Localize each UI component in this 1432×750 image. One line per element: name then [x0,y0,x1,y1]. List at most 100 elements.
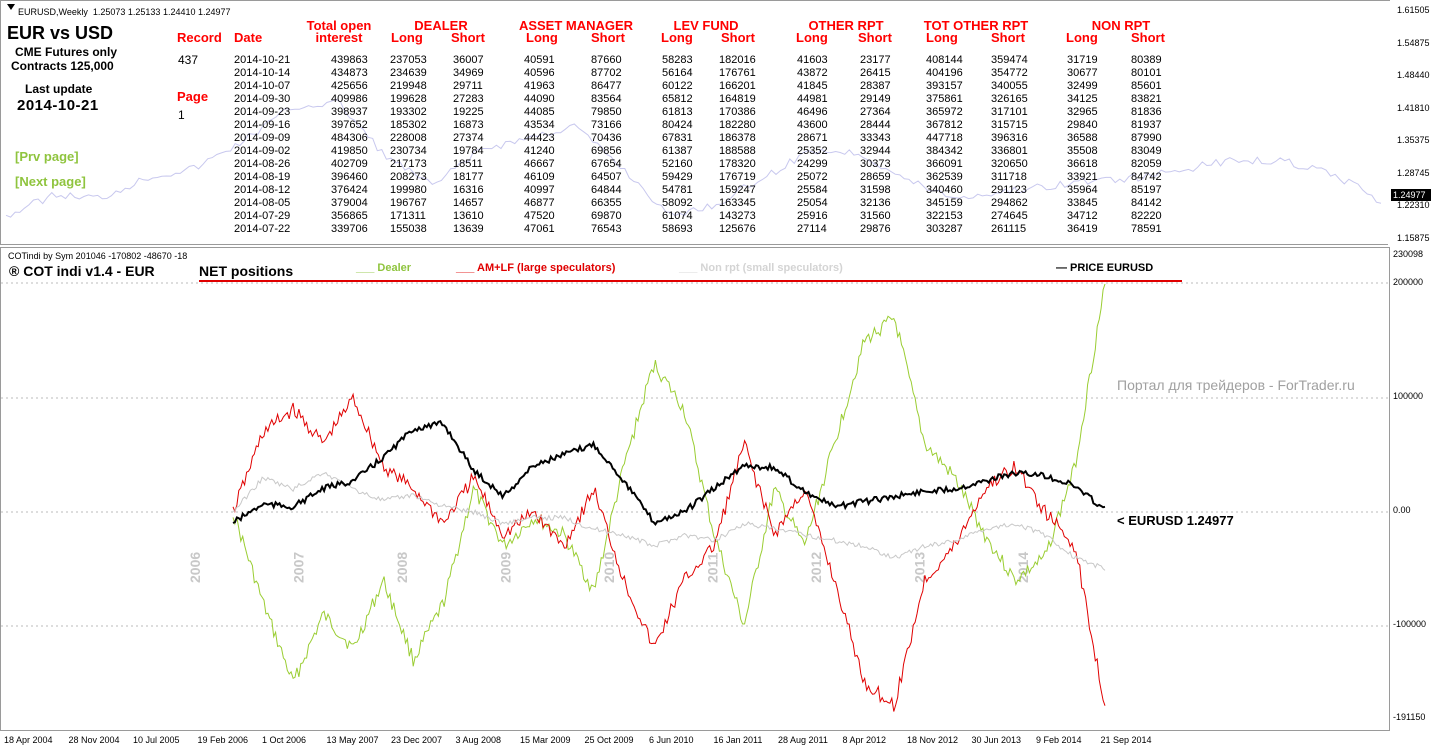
right-price-axis[interactable]: 1.61505 1.54875 1.48440 1.41810 1.35375 1.287… [1390,0,1432,731]
table-cell: 41240 [524,145,555,157]
time-axis[interactable]: 18 Apr 2004 28 Nov 2004 10 Jul 2005 19 Feb … [0,731,1390,750]
price-chart-pane[interactable]: EURUSD,Weekly 1.25073 1.25133 1.24410 1.… [0,0,1391,246]
table-cell: 261115 [991,223,1027,235]
header-interest: interest [315,30,363,45]
table-cell-date: 2014-08-26 [234,158,291,170]
table-cell: 35508 [1067,145,1098,157]
table-cell: 366091 [926,158,963,170]
table-cell: 339706 [331,223,368,235]
table-cell: 484306 [331,132,368,144]
legend-amlf: ___ AM+LF (large speculators) [456,262,616,274]
table-cell: 186378 [719,132,756,144]
table-cell: 317101 [991,106,1028,118]
table-cell: 384342 [926,145,963,157]
table-cell: 46667 [524,158,555,170]
table-cell: 36419 [1067,223,1098,235]
net-positions-label: NET positions [199,263,294,279]
next-page-link[interactable]: [Next page] [15,174,86,189]
table-cell: 35964 [1067,184,1098,196]
year-label: 2013 [912,552,928,583]
time-tick-label: 28 Nov 2004 [68,735,120,745]
table-cell: 79850 [591,106,622,118]
long-header: Long [926,30,958,45]
table-cell: 33921 [1067,171,1098,183]
table-cell: 58693 [662,223,693,235]
table-cell: 69856 [591,145,622,157]
table-cell: 176719 [719,171,756,183]
table-cell: 398937 [331,106,368,118]
indicator-tick-label: 200000 [1393,277,1424,287]
table-cell: 294862 [991,197,1028,209]
price-tick-label: 1.48440 [1397,70,1430,80]
table-cell-date: 2014-08-12 [234,184,291,196]
table-cell: 143273 [719,210,756,222]
series-line-3 [232,419,1106,526]
price-history-line [5,98,1382,218]
table-cell: 404196 [926,67,963,79]
short-header: Short [1131,30,1165,45]
table-cell: 393157 [926,80,963,92]
table-cell: 125676 [719,223,756,235]
short-header: Short [591,30,625,45]
table-cell: 18511 [453,158,483,170]
table-cell: 315715 [991,119,1028,131]
table-cell: 25054 [797,197,828,209]
table-cell: 33343 [860,132,891,144]
header-underline [199,280,1182,282]
table-cell: 29876 [860,223,891,235]
table-cell: 87990 [1131,132,1162,144]
table-cell: 291123 [991,184,1027,196]
table-cell: 340055 [991,80,1028,92]
table-cell-date: 2014-09-16 [234,119,291,131]
table-cell: 320650 [991,158,1028,170]
series-line-0 [232,283,1106,680]
time-tick-label: 18 Apr 2004 [4,735,53,745]
table-cell: 375861 [926,93,963,105]
long-header: Long [391,30,423,45]
table-cell: 47061 [524,223,555,235]
table-cell: 56164 [662,67,693,79]
last-update-date: 2014-10-21 [17,97,99,114]
table-cell: 44090 [524,93,555,105]
table-cell: 66355 [591,197,622,209]
indicator-tick-label: 230098 [1393,249,1424,259]
table-cell: 36007 [453,54,484,66]
table-cell: 439863 [331,54,368,66]
prev-page-link[interactable]: [Prv page] [15,149,79,164]
table-cell: 67654 [591,158,622,170]
record-label: Record [177,30,222,45]
table-cell: 69870 [591,210,622,222]
price-label: < EURUSD 1.24977 [1117,513,1234,528]
table-cell-date: 2014-09-09 [234,132,291,144]
table-cell: 171311 [390,210,426,222]
indicator-tick-label: -100000 [1393,619,1427,629]
cot-indicator-pane[interactable]: COTindi by Sym 201046 -170802 -48670 -18… [0,247,1390,731]
table-cell: 354772 [991,67,1028,79]
time-tick-label: 13 May 2007 [326,735,379,745]
table-cell: 27283 [453,93,484,105]
table-cell: 396460 [331,171,368,183]
table-cell: 41963 [524,80,555,92]
table-cell: 303287 [926,223,963,235]
indicator-title: ® COT indi v1.4 - EUR [9,263,155,279]
table-cell: 82220 [1131,210,1162,222]
table-cell: 32136 [860,197,891,209]
table-cell: 64844 [591,184,622,196]
table-cell: 65812 [662,93,693,105]
last-update-label: Last update [25,82,93,96]
table-cell: 44085 [524,106,555,118]
time-tick-label: 23 Dec 2007 [391,735,443,745]
table-cell: 27374 [453,132,484,144]
table-cell: 163345 [719,197,756,209]
chart-menu-icon[interactable] [7,4,15,10]
table-cell: 61813 [662,106,693,118]
table-cell: 87660 [591,54,622,66]
table-cell: 25072 [797,171,828,183]
table-cell: 67831 [662,132,693,144]
table-cell: 60122 [662,80,693,92]
indicator-tick-label: 100000 [1393,391,1424,401]
table-cell: 228008 [390,132,427,144]
price-tick-label: 1.15875 [1397,232,1430,243]
table-cell: 83821 [1131,93,1162,105]
table-cell: 182280 [719,119,756,131]
